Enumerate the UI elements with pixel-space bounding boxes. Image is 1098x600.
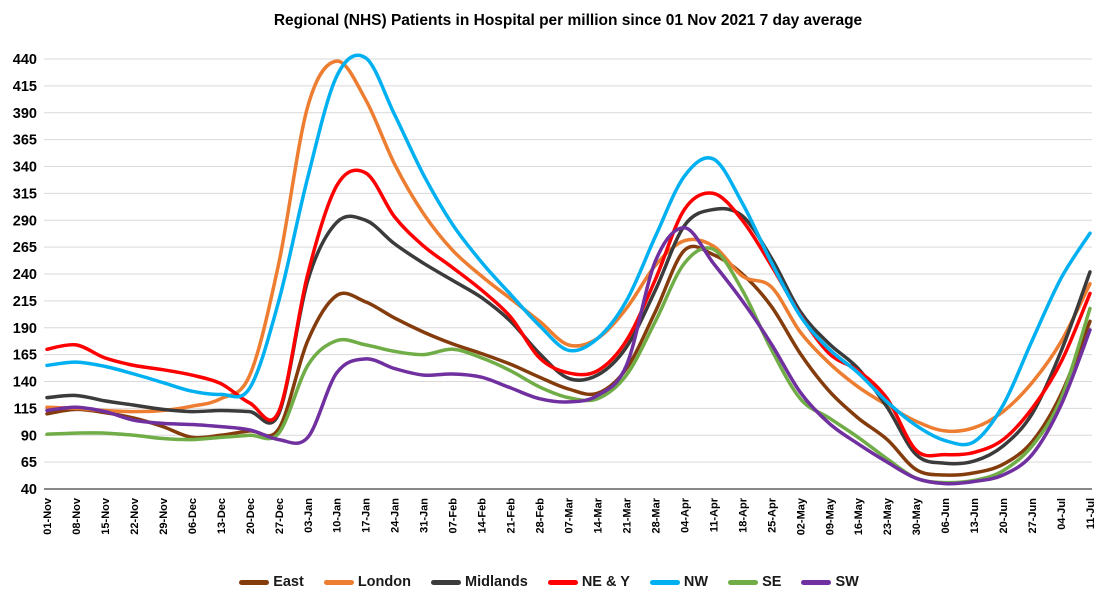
y-axis-tick-label: 165 (13, 348, 37, 364)
x-axis-tick-label: 28-Feb (535, 498, 547, 534)
legend-label: Midlands (464, 574, 528, 590)
y-axis-tick-label: 265 (13, 240, 37, 256)
series-line-midlands (45, 206, 1092, 466)
y-axis-tick-label: 240 (13, 267, 37, 283)
x-axis-tick-label: 04-Jul (1056, 498, 1068, 530)
y-axis-tick-label: 315 (13, 186, 37, 202)
chart-legend: East London Midlands NE & Y NW SE SW (0, 574, 1098, 590)
x-axis-tick-label: 04-Apr (679, 497, 691, 533)
legend-label: NW (683, 574, 709, 590)
x-axis-tick-label: 03-Jan (303, 498, 315, 533)
series-line-ne-y (45, 168, 1092, 458)
x-axis-tick-label: 17-Jan (361, 498, 373, 533)
series-line-sw (45, 226, 1092, 486)
series-line-east (45, 244, 1092, 477)
x-axis-tick-label: 01-Nov (42, 497, 54, 535)
x-axis-tick-label: 24-Jan (390, 498, 402, 533)
legend-swatch-icon (323, 579, 354, 585)
x-axis-tick-label: 16-May (853, 497, 865, 535)
legend-swatch-icon (649, 579, 680, 585)
y-axis-tick-label: 365 (13, 133, 37, 149)
x-axis-tick-label: 14-Mar (592, 497, 604, 533)
x-axis-tick-label: 06-Dec (187, 498, 199, 534)
legend-swatch-icon (239, 579, 270, 585)
legend-item: London (323, 574, 411, 590)
x-axis-tick-label: 27-Jun (1027, 498, 1039, 534)
legend-item: SW (801, 574, 859, 590)
x-axis-tick-label: 11-Apr (708, 497, 720, 532)
x-axis-tick-label: 28-Mar (650, 497, 662, 533)
y-axis-tick-label: 415 (13, 79, 37, 95)
y-axis-tick-label: 340 (13, 160, 37, 176)
legend-item: SE (728, 574, 781, 590)
y-axis-tick-label: 190 (13, 321, 37, 337)
legend-swatch-icon (728, 579, 759, 585)
x-axis-tick-label: 27-Dec (274, 498, 286, 534)
x-axis-tick-label: 23-May (882, 497, 894, 535)
legend-label: SW (835, 574, 859, 590)
x-axis-tick-label: 15-Nov (100, 497, 112, 535)
x-axis-tick-label: 21-Feb (506, 498, 518, 534)
x-axis-tick-label: 02-May (795, 497, 807, 535)
x-axis-tick-label: 31-Jan (419, 498, 431, 533)
legend-item: East (239, 574, 304, 590)
chart-title: Regional (NHS) Patients in Hospital per … (273, 12, 863, 29)
x-axis-tick-label: 09-May (824, 497, 836, 535)
x-axis-tick-label: 13-Jun (969, 498, 981, 534)
x-axis-tick-label: 29-Nov (158, 497, 170, 535)
x-axis-tick-label: 07-Mar (564, 497, 576, 533)
y-axis-tick-label: 140 (13, 375, 37, 391)
x-axis-tick-label: 11-Jul (1085, 498, 1097, 529)
legend-swatch-icon (801, 579, 832, 585)
legend-swatch-icon (430, 579, 461, 585)
plot-area: 440 415 390 365 340 315 290 265 240 215 190 165 140 1… (13, 52, 1097, 535)
x-axis-tick-label: 10-Jan (332, 498, 344, 533)
y-axis-tick-label: 440 (13, 52, 37, 68)
x-axis-tick-label: 21-Mar (621, 497, 633, 533)
series-line-se (45, 246, 1092, 485)
x-axis-tick-label: 30-May (911, 497, 923, 535)
x-axis-tick-label: 14-Feb (477, 498, 489, 534)
series-line-london (45, 59, 1092, 434)
legend-label: London (357, 574, 411, 590)
legend-label: East (273, 574, 304, 590)
legend-label: SE (762, 574, 782, 590)
legend-item: NW (649, 574, 709, 590)
series-line-nw (45, 53, 1092, 447)
x-axis-tick-label: 20-Jun (998, 498, 1010, 534)
y-axis-tick-label: 215 (13, 294, 37, 310)
y-axis-tick-label: 40 (21, 482, 37, 498)
y-axis-tick-label: 390 (13, 106, 37, 122)
x-axis-tick-label: 20-Dec (245, 498, 257, 534)
legend-item: NE & Y (547, 574, 630, 590)
x-axis-tick-label: 25-Apr (766, 497, 778, 533)
x-axis-tick-label: 08-Nov (71, 497, 83, 535)
y-axis-tick-label: 90 (21, 428, 37, 444)
x-axis-tick-label: 07-Feb (448, 498, 460, 534)
y-axis-tick-label: 65 (21, 455, 37, 471)
legend-swatch-icon (547, 579, 578, 585)
x-axis-tick-label: 22-Nov (129, 497, 141, 535)
y-axis-tick-label: 290 (13, 213, 37, 229)
x-axis-tick-label: 18-Apr (737, 497, 749, 533)
y-axis-tick-label: 115 (14, 401, 37, 417)
legend-label: NE & Y (581, 574, 630, 590)
x-axis-tick-label: 06-Jun (940, 498, 952, 534)
x-axis-tick-label: 13-Dec (216, 498, 228, 534)
legend-item: Midlands (430, 574, 528, 590)
